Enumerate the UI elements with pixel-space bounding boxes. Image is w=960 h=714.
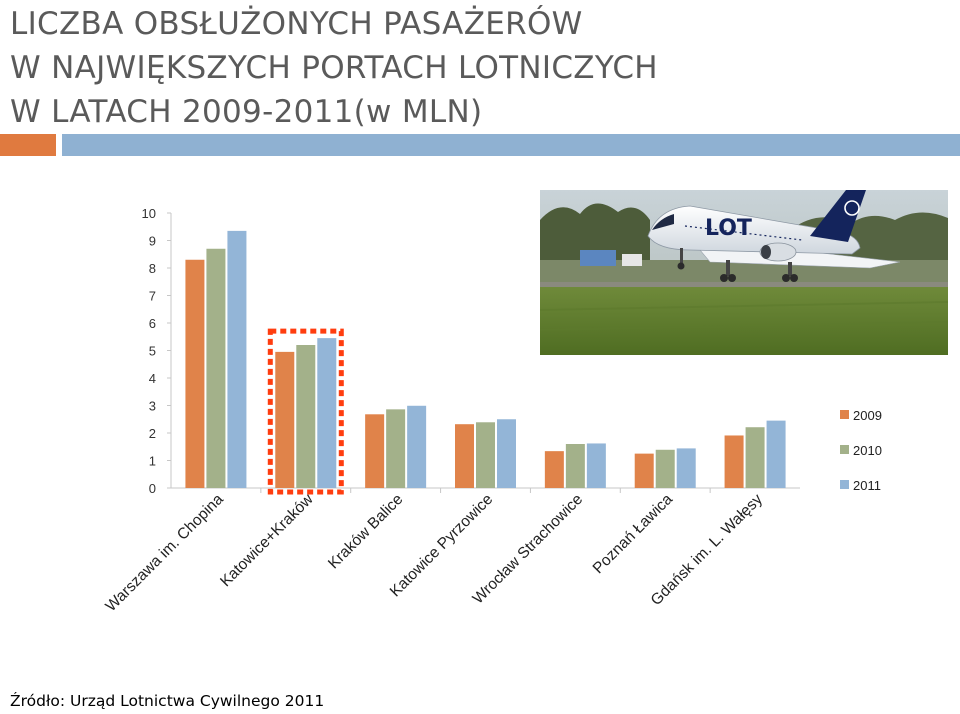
title-line-3: W LATACH 2009-2011(w MLN) <box>10 94 483 130</box>
y-tick-label: 9 <box>149 234 156 249</box>
bar-2010 <box>565 444 585 488</box>
legend-label-2009: 2009 <box>853 408 882 423</box>
legend-swatch-2009 <box>840 410 849 419</box>
bar-2010 <box>386 409 406 488</box>
bar-2011 <box>317 338 337 488</box>
lot-logo-text: LOT <box>705 216 752 241</box>
y-tick-label: 4 <box>149 371 156 386</box>
y-tick-label: 3 <box>149 399 156 414</box>
accent-bar-orange <box>0 134 56 156</box>
slide-title: LICZBA OBSŁUŻONYCH PASAŻERÓW W NAJWIĘKSZ… <box>10 2 910 134</box>
y-tick-label: 0 <box>149 481 156 496</box>
legend-label-2011: 2011 <box>853 478 881 493</box>
bar-2009 <box>185 259 205 488</box>
bar-2011 <box>407 405 427 488</box>
bar-2009 <box>634 453 654 488</box>
y-tick-label: 6 <box>149 316 156 331</box>
y-tick-label: 5 <box>149 344 156 359</box>
bar-2009 <box>724 435 744 488</box>
category-label: Poznań Ławica <box>590 491 677 578</box>
y-tick-label: 10 <box>142 206 156 221</box>
category-label: Katowice+Kraków <box>217 490 317 590</box>
title-line-2: W NAJWIĘKSZYCH PORTACH LOTNICZYCH <box>10 50 658 86</box>
y-tick-label: 8 <box>149 261 156 276</box>
bar-2011 <box>227 230 247 488</box>
legend-label-2010: 2010 <box>853 443 882 458</box>
bar-2011 <box>497 419 516 488</box>
bar-2010 <box>655 449 675 488</box>
bar-2010 <box>745 427 765 488</box>
airplane-photo: LOT <box>540 190 948 355</box>
bar-2010 <box>296 345 316 488</box>
legend-swatch-2010 <box>840 445 849 454</box>
category-label: Kraków Balice <box>325 491 406 572</box>
passenger-bar-chart: 0 1 2 3 4 5 6 7 8 9 10 Warszawa im. ChopinaKatowice… <box>102 206 882 616</box>
source-note: Źródło: Urząd Lotnictwa Cywilnego 2011 <box>10 692 325 710</box>
bar-2009 <box>455 424 474 488</box>
bar-2010 <box>476 422 495 488</box>
highlight-box <box>267 328 344 495</box>
accent-bar-blue <box>62 134 960 156</box>
bar-2011 <box>676 448 696 488</box>
bar-2010 <box>206 248 226 488</box>
bar-2011 <box>766 420 786 488</box>
bar-2009 <box>544 451 564 488</box>
legend-swatch-2011 <box>840 480 849 489</box>
y-tick-label: 7 <box>149 289 156 304</box>
bar-2009 <box>365 414 385 488</box>
y-tick-label: 2 <box>149 426 156 441</box>
bar-2009 <box>275 351 295 488</box>
y-tick-label: 1 <box>149 454 156 469</box>
title-line-1: LICZBA OBSŁUŻONYCH PASAŻERÓW <box>10 6 583 42</box>
category-label: Warszawa im. Chopina <box>102 491 227 616</box>
bar-2011 <box>586 443 606 488</box>
